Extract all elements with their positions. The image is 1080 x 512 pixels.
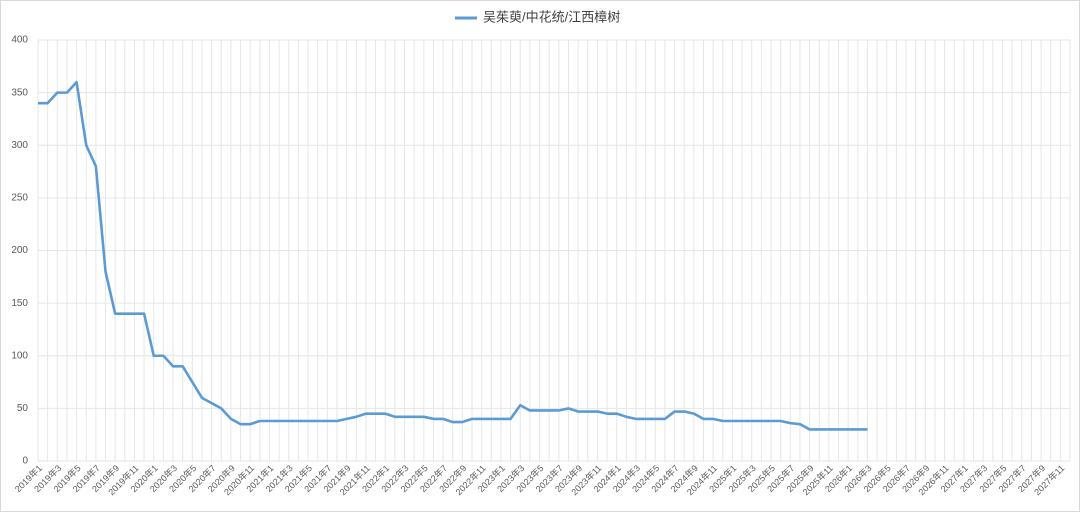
y-tick-label: 250 [11,193,28,204]
data-line [38,80,868,431]
y-tick-label: 400 [11,35,28,46]
y-tick-label: 150 [11,298,28,309]
y-tick-label: 200 [11,245,28,256]
y-tick-label: 350 [11,87,28,98]
y-tick-label: 300 [11,140,28,151]
y-tick-label: 0 [22,456,28,467]
y-tick-label: 100 [11,350,28,361]
legend-label: 吴茱萸/中花统/江西樟树 [483,9,620,24]
y-tick-label: 50 [17,403,29,414]
